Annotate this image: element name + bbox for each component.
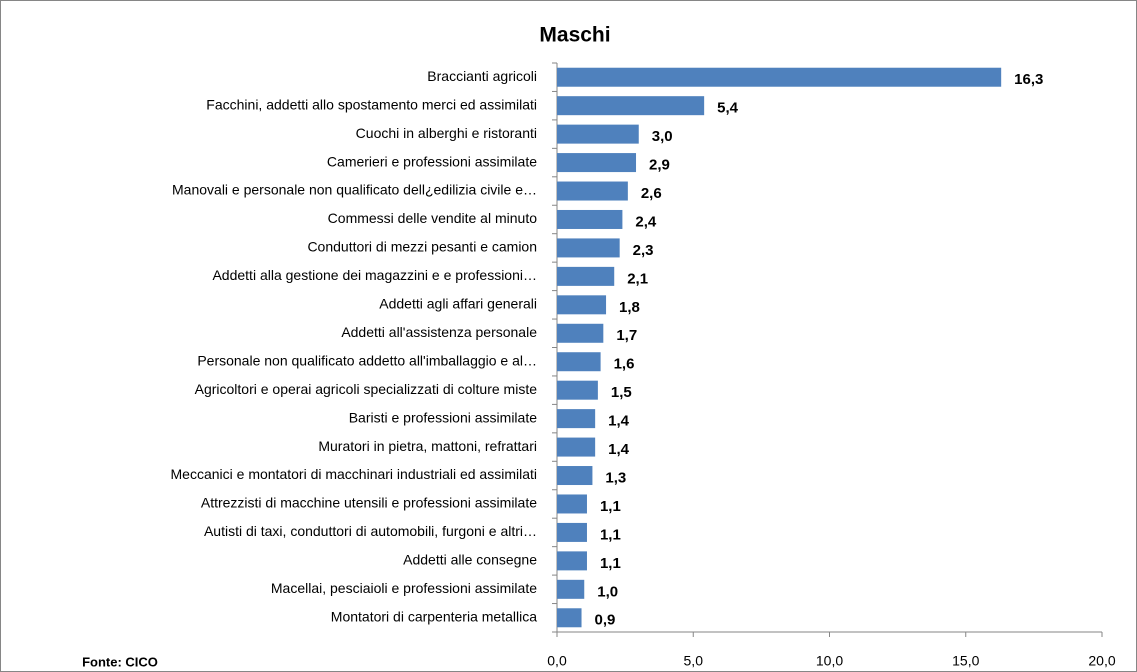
data-label: 1,3 (605, 469, 626, 486)
category-label: Baristi e professioni assimilate (349, 409, 538, 425)
bar (557, 409, 596, 429)
category-label: Addetti alla gestione dei magazzini e e … (212, 267, 537, 283)
bar (557, 181, 628, 201)
bar (557, 608, 582, 628)
data-label: 5,4 (717, 100, 739, 117)
data-label: 1,4 (608, 441, 630, 458)
bar (557, 124, 639, 144)
x-tick-label: 10,0 (816, 653, 843, 669)
category-label: Macellai, pesciaioli e professioni assim… (271, 580, 537, 596)
source-note: Fonte: CICO (82, 654, 158, 669)
bar (557, 323, 604, 343)
data-label: 2,3 (633, 242, 654, 259)
category-label: Autisti di taxi, conduttori di automobil… (204, 523, 537, 539)
category-label: Personale non qualificato addetto all'im… (197, 352, 537, 368)
bar (557, 238, 620, 258)
x-tick-label: 15,0 (952, 653, 979, 669)
bar (557, 522, 587, 542)
category-label: Facchini, addetti allo spostamento merci… (206, 96, 537, 112)
bar (557, 295, 607, 315)
category-label: Commessi delle vendite al minuto (328, 210, 538, 226)
data-label: 1,4 (608, 413, 630, 430)
x-tick-label: 5,0 (684, 653, 704, 669)
data-label: 3,0 (652, 128, 673, 145)
data-label: 1,1 (600, 526, 621, 543)
data-label: 1,1 (600, 555, 621, 572)
data-label: 1,6 (614, 356, 635, 373)
bar (557, 466, 593, 486)
data-label: 16,3 (1014, 71, 1043, 88)
chart-title: Maschi (539, 24, 610, 47)
bar (557, 266, 615, 286)
data-label: 1,0 (597, 583, 618, 600)
bar (557, 551, 587, 571)
category-label: Braccianti agricoli (427, 68, 537, 84)
bar (557, 494, 587, 514)
x-tick-label: 20,0 (1088, 653, 1115, 669)
category-label: Agricoltori e operai agricoli specializz… (195, 381, 538, 397)
data-label: 1,7 (616, 327, 637, 344)
data-label: 0,9 (595, 612, 616, 629)
category-label: Cuochi in alberghi e ristoranti (356, 125, 537, 141)
category-label: Addetti alle consegne (403, 552, 537, 568)
category-label: Conduttori di mezzi pesanti e camion (307, 239, 537, 255)
data-label: 1,1 (600, 498, 621, 515)
category-label: Attrezzisti di macchine utensili e profe… (201, 495, 537, 511)
bar (557, 380, 598, 400)
category-label: Montatori di carpenteria metallica (331, 608, 537, 624)
category-label: Manovali e personale non qualificato del… (172, 182, 537, 198)
bar (557, 579, 585, 599)
bar (557, 153, 637, 173)
bar (557, 96, 705, 116)
bar (557, 352, 601, 372)
bar (557, 209, 623, 229)
data-label: 1,5 (611, 384, 632, 401)
bar (557, 437, 596, 457)
category-label: Camerieri e professioni assimilate (327, 153, 537, 169)
x-tick-label: 0,0 (547, 653, 567, 669)
data-label: 2,1 (627, 270, 648, 287)
data-label: 1,8 (619, 299, 640, 316)
data-label: 2,9 (649, 157, 670, 174)
data-label: 2,6 (641, 185, 662, 202)
category-label: Meccanici e montatori di macchinari indu… (171, 466, 537, 482)
category-label: Muratori in pietra, mattoni, refrattari (318, 438, 537, 454)
bar (557, 67, 1002, 87)
category-label: Addetti agli affari generali (379, 296, 537, 312)
data-label: 2,4 (635, 213, 657, 230)
category-label: Addetti all'assistenza personale (341, 324, 537, 340)
